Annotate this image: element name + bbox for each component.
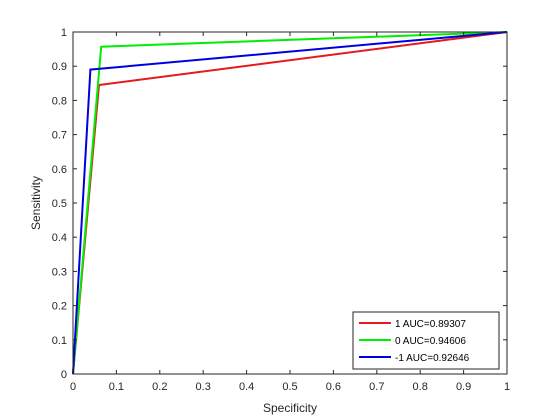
series-line-2 <box>72 31 508 375</box>
y-tick-label: 0.4 <box>52 232 67 244</box>
x-axis-label: Specificity <box>263 401 317 415</box>
x-tick-label: 0.5 <box>282 381 297 393</box>
y-tick-label: 0.3 <box>52 266 67 278</box>
x-tick-label: 1 <box>504 381 510 393</box>
x-tick-label: 0.4 <box>239 381 254 393</box>
y-tick-label: 0.8 <box>52 95 67 107</box>
legend-label-1: 0 AUC=0.94606 <box>395 336 466 347</box>
x-tick-label: 0.1 <box>109 381 124 393</box>
y-tick-label: 1 <box>61 27 67 39</box>
y-tick-label: 0 <box>61 369 67 381</box>
x-tick-label: 0.3 <box>196 381 211 393</box>
y-axis-label: Sensitivity <box>29 176 43 230</box>
plot-frame <box>72 31 508 375</box>
y-tick-label: 0.1 <box>52 335 67 347</box>
y-tick-label: 0.9 <box>52 61 67 73</box>
x-tick-label: 0.9 <box>456 381 471 393</box>
tick-labels: 0 0.1 0.2 0.3 0.4 0.5 0.6 0.7 0.8 0.9 1 0 0.1 0.2 0.3 0… <box>52 27 510 393</box>
series-layer <box>72 31 508 375</box>
x-tick-label: 0.8 <box>413 381 428 393</box>
series-line-1 <box>72 31 508 375</box>
legend: 1 AUC=0.89307 0 AUC=0.94606 -1 AUC=0.92646 <box>352 311 500 370</box>
x-tick-label: 0.7 <box>369 381 384 393</box>
x-tick-label: 0.2 <box>152 381 167 393</box>
x-tick-label: 0.6 <box>326 381 341 393</box>
y-tick-label: 0.6 <box>52 164 67 176</box>
ticks-layer <box>72 31 508 375</box>
legend-label-0: 1 AUC=0.89307 <box>395 319 466 330</box>
y-tick-label: 0.5 <box>52 198 67 210</box>
x-tick-label: 0 <box>70 381 76 393</box>
y-tick-label: 0.7 <box>52 130 67 142</box>
y-tick-label: 0.2 <box>52 301 67 313</box>
legend-label-2: -1 AUC=0.92646 <box>395 353 470 364</box>
